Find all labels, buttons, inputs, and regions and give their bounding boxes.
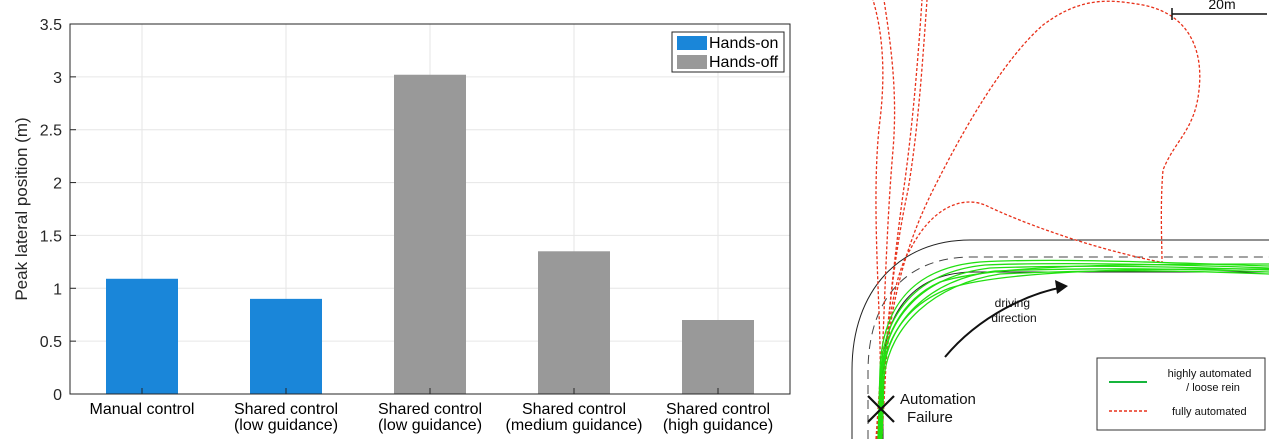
- y-tick-label: 1: [53, 281, 62, 298]
- scale-bar-label: 20m: [1208, 0, 1235, 12]
- x-tick-label-line-2: (high guidance): [663, 417, 773, 434]
- legend-swatch-hands-off: [677, 55, 707, 69]
- failure-label-line-2: Failure: [907, 409, 953, 426]
- x-tick-label-line-1: Manual control: [90, 401, 195, 418]
- x-mark-stroke: [867, 395, 895, 423]
- y-tick-label: 1.5: [40, 228, 62, 245]
- x-ticks: Manual control Shared control(low guidanc…: [90, 388, 773, 434]
- legend-label-highly-automated-line-2: / loose rein: [1186, 382, 1240, 394]
- driving-direction-label: driving direction: [991, 296, 1036, 325]
- green-trajectory: [877, 259, 1269, 439]
- green-trajectory: [878, 268, 1269, 439]
- driving-direction-arrow: [944, 280, 1068, 358]
- green-trajectory: [878, 262, 1269, 439]
- legend-label-highly-automated: highly automated / loose rein: [1168, 368, 1255, 394]
- bars: [106, 74, 754, 394]
- legend-label-fully-automated: fully automated: [1172, 406, 1247, 418]
- scale-bar: [1171, 8, 1267, 20]
- highly-automated-trajectories: [877, 259, 1269, 439]
- y-tick-label: 0: [53, 387, 62, 404]
- diagram-legend: highly automated / loose rein fully auto…: [1096, 357, 1266, 431]
- x-tick-label-line-2: (medium guidance): [506, 417, 643, 434]
- bar-1: [106, 278, 178, 394]
- red-trajectory: [876, 0, 896, 439]
- y-tick-label: 2: [53, 176, 62, 193]
- direction-label-line-2: direction: [991, 311, 1036, 325]
- direction-label-line-1: driving: [995, 296, 1030, 310]
- road-outer-edge: [851, 239, 1269, 439]
- bar-4: [538, 251, 610, 394]
- bar-5: [682, 320, 754, 394]
- green-trajectory: [881, 270, 1269, 439]
- legend-label-hands-off: Hands-off: [709, 54, 779, 71]
- y-tick-label: 3: [53, 70, 62, 87]
- red-trajectory: [879, 0, 928, 439]
- automation-failure-label: Automation Failure: [900, 391, 980, 426]
- bar-3: [394, 74, 466, 394]
- x-tick-label-line-1: Shared control: [234, 401, 338, 418]
- y-tick-label: 2.5: [40, 123, 62, 140]
- y-tick-label: 0.5: [40, 334, 62, 351]
- y-axis-label: Peak lateral position (m): [12, 117, 31, 300]
- direction-arrowhead: [1055, 280, 1068, 294]
- bar-2: [250, 298, 322, 394]
- chart-legend: Hands-on Hands-off: [671, 31, 785, 73]
- legend-label-highly-automated-line-1: highly automated: [1168, 368, 1252, 380]
- bar-chart: 0 0.5 1 1.5 2 2.5 3 3.5 Manual control Shared co…: [12, 17, 791, 434]
- automation-failure-marker: [867, 395, 895, 423]
- red-trajectory: [872, 0, 884, 439]
- road-center-line: [867, 256, 1269, 439]
- y-ticks: 0 0.5 1 1.5 2 2.5 3 3.5: [40, 17, 76, 404]
- x-tick-label-line-2: (low guidance): [378, 417, 482, 434]
- direction-arrow-curve: [944, 286, 1065, 358]
- trajectory-diagram: Automation Failure driving direction 20m…: [851, 0, 1269, 439]
- legend-label-hands-on: Hands-on: [709, 35, 778, 52]
- diagram-legend-box: [1096, 357, 1266, 431]
- x-tick-label-line-2: (low guidance): [234, 417, 338, 434]
- failure-label-line-1: Automation: [900, 391, 976, 408]
- x-tick-label-line-1: Shared control: [378, 401, 482, 418]
- red-trajectory: [880, 201, 1161, 439]
- x-tick-label-line-1: Shared control: [522, 401, 626, 418]
- x-tick-label-line-1: Shared control: [666, 401, 770, 418]
- legend-swatch-hands-on: [677, 36, 707, 50]
- y-tick-label: 3.5: [40, 17, 62, 34]
- green-trajectory: [879, 263, 1269, 439]
- red-trajectory: [881, 0, 1201, 439]
